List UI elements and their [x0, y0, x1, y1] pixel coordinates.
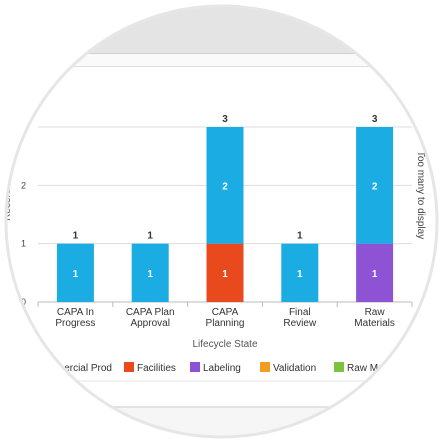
bar-total-label: 3: [222, 114, 228, 125]
legend-item[interactable]: Raw Materials: [334, 362, 410, 374]
x-tick-label: Raw Materials: [354, 307, 395, 329]
y-tick-label: 2: [21, 180, 26, 190]
legend-item[interactable]: Validation: [260, 362, 316, 374]
y-tick-label: 1: [21, 239, 26, 249]
legend-label: Facilities: [137, 363, 176, 374]
bar-total-label: 1: [297, 231, 303, 242]
bar-total-label: 3: [372, 114, 378, 125]
segment-value-label: 1: [372, 269, 378, 280]
legend-swatch: [190, 362, 200, 372]
legend-swatch: [260, 362, 270, 372]
y-tick-label: 3: [21, 122, 26, 132]
footer-bar: [0, 408, 443, 443]
legend-item[interactable]: Labeling: [190, 362, 241, 374]
y-axis: 0 1 2 3: [21, 122, 26, 307]
y-axis-title: Record Count: [2, 159, 13, 221]
x-tick-label: CAPA In Progress: [55, 307, 95, 329]
segment-value-label: 1: [147, 269, 153, 280]
segment-value-label: 1: [222, 269, 228, 280]
x-axis: CAPA In Progress CAPA Plan Approval CAPA Plan…: [37, 302, 413, 329]
bar-total-label: 1: [147, 231, 153, 242]
segment-value-label: 2: [222, 181, 228, 192]
right-axis-note: Too many to display: [415, 151, 426, 239]
legend-swatch: [334, 362, 344, 372]
segment-value-label: 1: [297, 269, 303, 280]
x-tick-label: CAPA Planning: [206, 307, 245, 329]
y-tick-label: 0: [21, 297, 26, 307]
x-tick-label: Final Review: [283, 307, 317, 329]
legend-label: Validation: [273, 363, 316, 374]
legend-label: Labeling: [203, 363, 241, 374]
legend-item[interactable]: Facilities: [124, 362, 176, 374]
chart-legend: Commercial Prod Facilities Labeling Validat…: [0, 362, 443, 382]
segment-value-label: 1: [73, 269, 79, 280]
legend-item[interactable]: Commercial Prod: [35, 363, 112, 374]
legend-label: Commercial Prod: [35, 363, 112, 374]
x-axis-title: Lifecycle State: [192, 339, 257, 350]
x-tick-label: CAPA Plan Approval: [126, 307, 175, 329]
legend-label: Raw Materials: [347, 363, 410, 374]
segment-value-label: 2: [372, 181, 378, 192]
legend-swatch: [124, 362, 134, 372]
bar-total-label: 1: [73, 231, 79, 242]
